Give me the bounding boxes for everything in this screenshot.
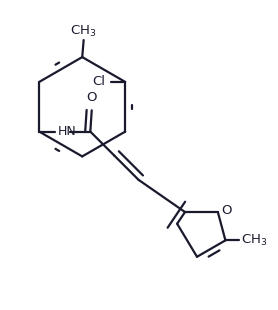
Text: O: O bbox=[86, 91, 97, 104]
Text: HN: HN bbox=[58, 125, 76, 138]
Text: Cl: Cl bbox=[92, 75, 105, 87]
Text: CH$_3$: CH$_3$ bbox=[70, 24, 97, 39]
Text: O: O bbox=[221, 204, 232, 217]
Text: CH$_3$: CH$_3$ bbox=[241, 233, 267, 248]
